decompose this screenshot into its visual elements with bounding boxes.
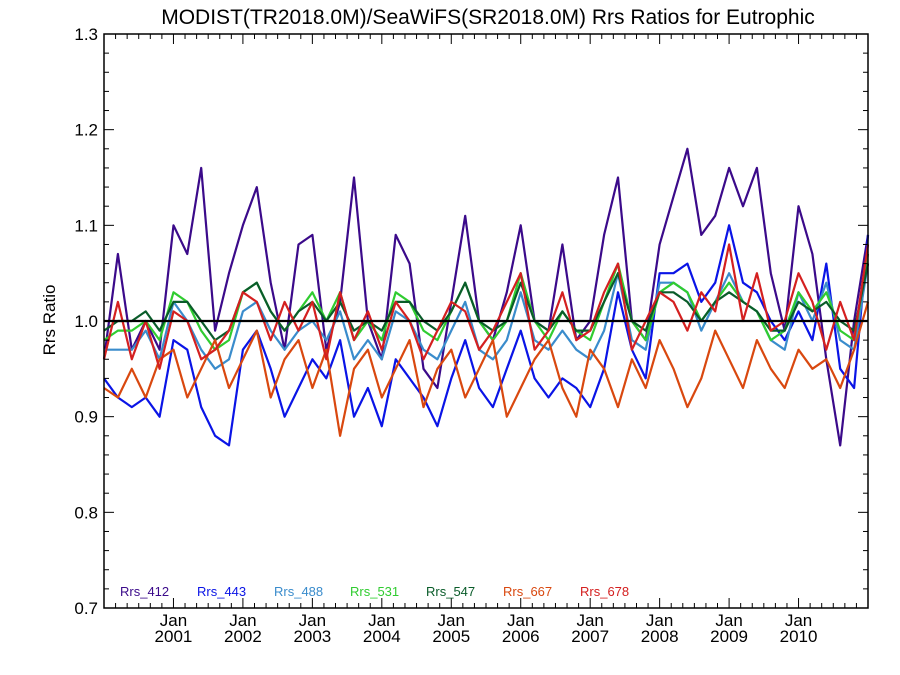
x-tick-label-year: 2002 — [224, 627, 262, 646]
y-tick-label: 0.9 — [74, 408, 98, 427]
x-tick-label-month: Jan — [576, 611, 603, 630]
y-tick-label: 1.2 — [74, 121, 98, 140]
x-tick-label-month: Jan — [507, 611, 534, 630]
legend-label-rrs_488: Rrs_488 — [274, 584, 323, 599]
x-tick-label-month: Jan — [299, 611, 326, 630]
x-tick-label-month: Jan — [229, 611, 256, 630]
x-tick-label-month: Jan — [368, 611, 395, 630]
legend-label-rrs_667: Rrs_667 — [503, 584, 552, 599]
y-tick-label: 0.8 — [74, 503, 98, 522]
x-tick-label-year: 2005 — [432, 627, 470, 646]
series-line-rrs_412 — [102, 147, 870, 447]
y-tick-label: 1.3 — [74, 25, 98, 44]
x-tick-label-month: Jan — [785, 611, 812, 630]
x-tick-label-month: Jan — [438, 611, 465, 630]
legend-label-rrs_443: Rrs_443 — [197, 584, 246, 599]
series-line-rrs_547 — [103, 263, 870, 342]
x-tick-label-year: 2007 — [571, 627, 609, 646]
x-tick-label-month: Jan — [715, 611, 742, 630]
y-axis: 0.7 0.8 0.9 1.0 1.1 1.2 1.3 — [74, 25, 868, 618]
legend-label-rrs_412: Rrs_412 — [120, 584, 169, 599]
x-tick-label-year: 2003 — [293, 627, 331, 646]
legend-label-rrs_678: Rrs_678 — [580, 584, 629, 599]
x-tick-label-year: 2009 — [710, 627, 748, 646]
x-tick-label-year: 2004 — [363, 627, 401, 646]
x-tick-label-month: Jan — [160, 611, 187, 630]
x-tick-label-year: 2010 — [780, 627, 818, 646]
legend-label-rrs_531: Rrs_531 — [350, 584, 399, 599]
y-axis-label: Rrs Ratio — [40, 285, 59, 356]
x-tick-label-month: Jan — [646, 611, 673, 630]
series-line-rrs_443 — [103, 224, 870, 447]
series-line-rrs_678 — [102, 243, 870, 370]
legend: Rrs_412 Rrs_443 Rrs_488 Rrs_531 Rrs_547 Rrs_6… — [120, 584, 629, 599]
y-tick-label: 0.7 — [74, 599, 98, 618]
y-tick-label: 1.0 — [74, 312, 98, 331]
y-tick-label: 1.1 — [74, 216, 98, 235]
series-line-rrs_667 — [103, 301, 870, 437]
x-tick-label-year: 2006 — [502, 627, 540, 646]
x-tick-label-year: 2008 — [641, 627, 679, 646]
chart-title: MODIST(TR2018.0M)/SeaWiFS(SR2018.0M) Rrs… — [161, 6, 815, 29]
series-line-rrs_531 — [103, 253, 870, 351]
plot-area — [102, 147, 870, 447]
legend-label-rrs_547: Rrs_547 — [426, 584, 475, 599]
x-axis: Jan2001Jan2002Jan2003Jan2004Jan2005Jan20… — [103, 34, 869, 646]
x-tick-label-year: 2001 — [155, 627, 193, 646]
